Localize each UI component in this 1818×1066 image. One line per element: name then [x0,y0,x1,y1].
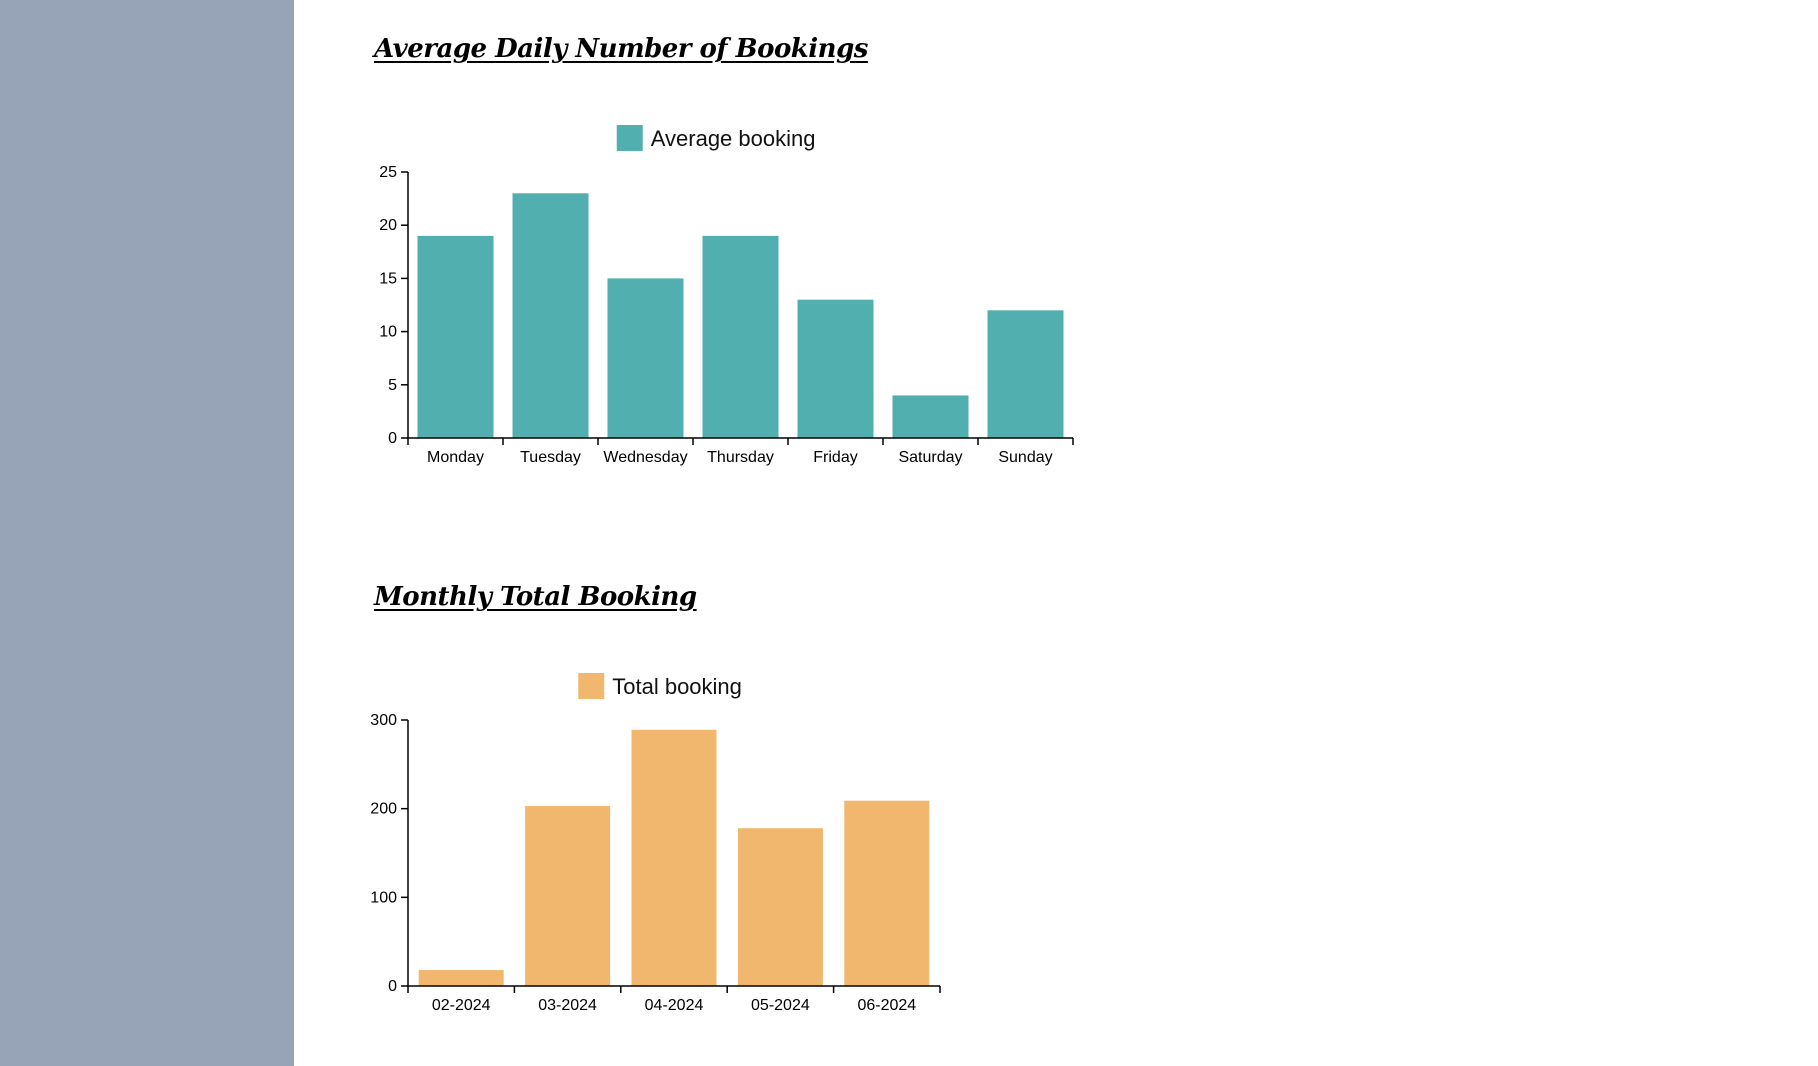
x-tick-label: Sunday [998,449,1052,466]
bar-04-2024 [631,729,717,986]
chart-title-daily: Average Daily Number of Bookings [374,34,868,64]
bar-03-2024 [525,806,611,986]
x-tick-label: 02-2024 [432,997,491,1014]
bar-Tuesday [512,193,589,438]
y-tick-label: 200 [370,801,397,818]
bar-Wednesday [607,278,684,438]
y-tick-label: 25 [379,164,397,181]
legend: Average booking [616,125,816,151]
x-tick-label: Monday [427,449,484,466]
sidebar [0,0,294,1066]
y-tick-label: 20 [379,217,397,234]
y-tick-label: 15 [379,270,397,287]
bar-06-2024 [844,800,930,986]
bar-Thursday [702,235,779,438]
daily-bookings-chart: Average booking 0 5 10 15 20 25 Monday Tuesday We… [379,125,1074,466]
bar-02-2024 [418,970,504,986]
y-tick-label: 100 [370,889,397,906]
monthly-bookings-chart: Total booking 0 100 200 300 02-2024 03-2024 04-… [370,673,941,1014]
x-tick-label: Saturday [898,449,962,466]
x-tick-label: 05-2024 [751,997,810,1014]
y-tick-label: 0 [388,430,397,447]
x-tick-label: Friday [813,449,857,466]
chart-title-monthly: Monthly Total Booking [374,582,697,612]
bar-05-2024 [737,828,823,986]
legend-swatch [578,673,605,699]
legend: Total booking [578,673,742,699]
bar-Saturday [892,395,969,438]
y-tick-label: 0 [388,978,397,995]
x-tick-label: Thursday [707,449,774,466]
x-tick-label: 04-2024 [645,997,704,1014]
legend-label: Average booking [651,126,816,151]
bar-Monday [417,235,494,438]
x-tick-label: 06-2024 [857,997,916,1014]
x-tick-label: Tuesday [520,449,581,466]
bar-Sunday [987,310,1064,438]
y-tick-label: 300 [370,712,397,729]
bar-Friday [797,299,874,438]
legend-swatch [616,125,643,151]
x-tick-label: 03-2024 [538,997,597,1014]
x-tick-label: Wednesday [603,449,687,466]
y-tick-label: 5 [388,377,397,394]
y-tick-label: 10 [379,324,397,341]
legend-label: Total booking [612,674,742,699]
